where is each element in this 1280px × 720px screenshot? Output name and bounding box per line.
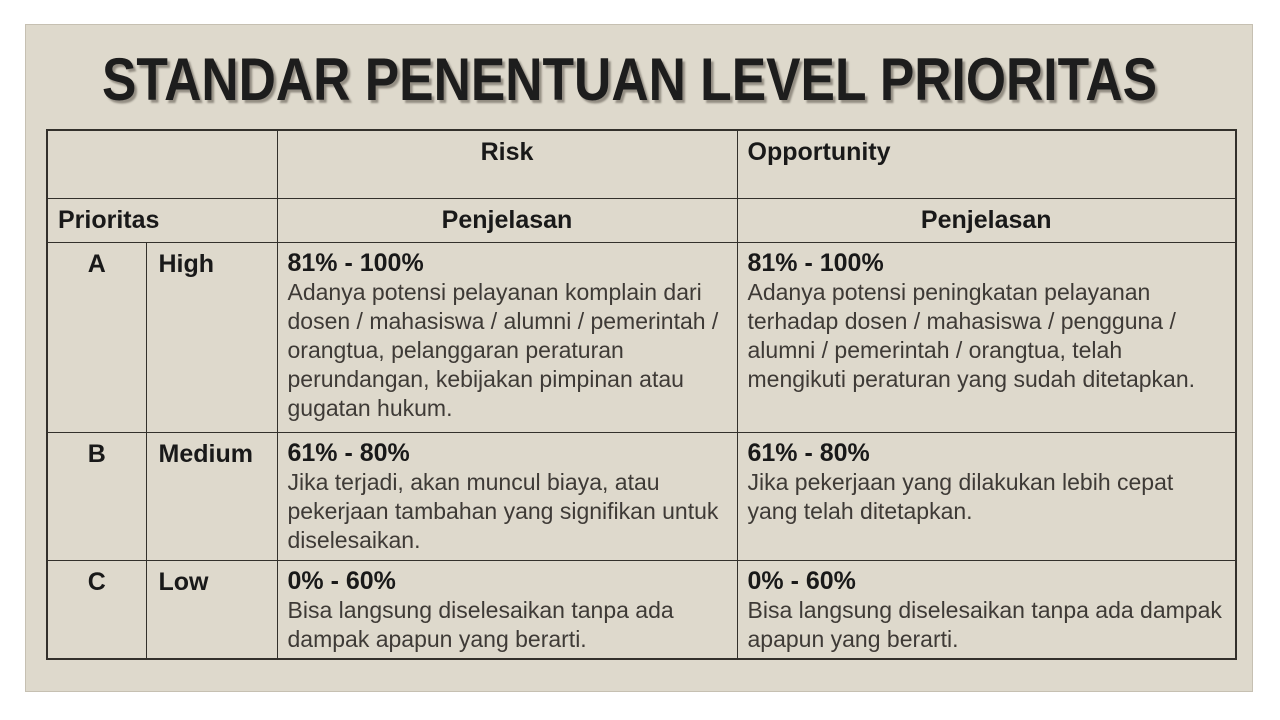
slide: STANDAR PENENTUAN LEVEL PRIORITAS Risk O… <box>25 24 1253 692</box>
priority-level: Medium <box>145 431 278 561</box>
priority-level: Low <box>145 559 278 659</box>
table-row-priority-c: C Low 0% - 60% Bisa langsung diselesaika… <box>46 559 1237 659</box>
opportunity-description: Adanya potensi peningkatan pelayanan ter… <box>747 278 1196 392</box>
opportunity-description-cell: 61% - 80% Jika pekerjaan yang dilakukan … <box>736 431 1237 561</box>
risk-description: Bisa langsung diselesaikan tanpa ada dam… <box>287 596 674 652</box>
opportunity-description: Jika pekerjaan yang dilakukan lebih cepa… <box>747 468 1174 524</box>
table-row-priority-a: A High 81% - 100% Adanya potensi pelayan… <box>46 241 1237 433</box>
opportunity-range: 0% - 60% <box>747 566 856 595</box>
opportunity-column-header: Opportunity <box>736 129 1237 199</box>
risk-column-header: Risk <box>276 129 738 199</box>
header-row-subheaders: Prioritas Penjelasan Penjelasan <box>46 197 1237 243</box>
opportunity-description-cell: 81% - 100% Adanya potensi peningkatan pe… <box>736 241 1237 433</box>
risk-description: Jika terjadi, akan muncul biaya, atau pe… <box>287 468 719 553</box>
slide-title: STANDAR PENENTUAN LEVEL PRIORITAS <box>102 46 1158 113</box>
priority-level: High <box>145 241 278 433</box>
risk-penjelasan-header: Penjelasan <box>276 197 738 243</box>
table-row-priority-b: B Medium 61% - 80% Jika terjadi, akan mu… <box>46 431 1237 561</box>
opportunity-range: 61% - 80% <box>747 438 870 467</box>
priority-code: B <box>46 431 147 561</box>
corner-cell <box>46 129 278 199</box>
opportunity-description: Bisa langsung diselesaikan tanpa ada dam… <box>747 596 1222 652</box>
risk-description-cell: 61% - 80% Jika terjadi, akan muncul biay… <box>276 431 738 561</box>
opportunity-penjelasan-header: Penjelasan <box>736 197 1237 243</box>
opportunity-description-cell: 0% - 60% Bisa langsung diselesaikan tanp… <box>736 559 1237 659</box>
opportunity-range: 81% - 100% <box>747 248 884 277</box>
risk-description: Adanya potensi pelayanan komplain dari d… <box>287 278 719 421</box>
priority-table: Risk Opportunity Prioritas Penjelasan Pe… <box>46 129 1237 660</box>
risk-description-cell: 0% - 60% Bisa langsung diselesaikan tanp… <box>276 559 738 659</box>
risk-range: 0% - 60% <box>287 566 396 595</box>
priority-code: C <box>46 559 147 659</box>
header-row-category: Risk Opportunity <box>46 129 1237 199</box>
risk-description-cell: 81% - 100% Adanya potensi pelayanan komp… <box>276 241 738 433</box>
risk-range: 81% - 100% <box>287 248 424 277</box>
priority-code: A <box>46 241 147 433</box>
prioritas-header: Prioritas <box>46 197 278 243</box>
risk-range: 61% - 80% <box>287 438 410 467</box>
